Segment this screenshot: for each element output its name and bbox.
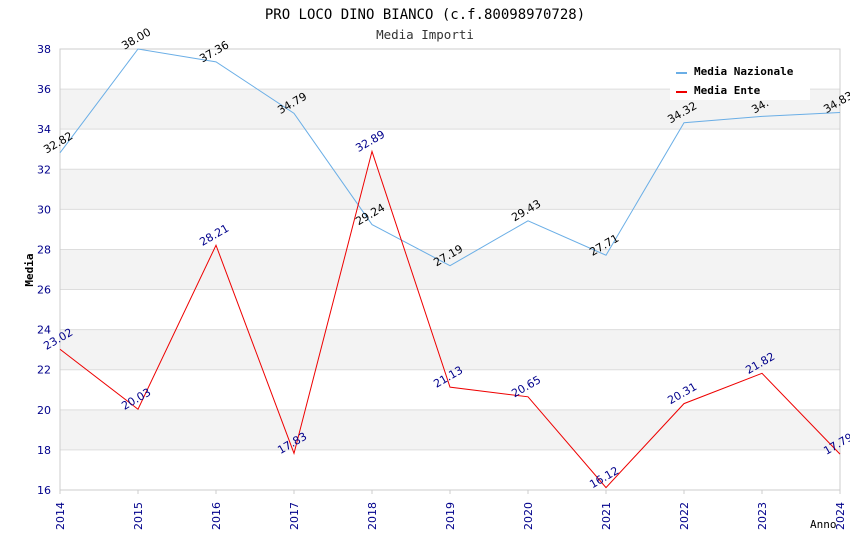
y-tick-label: 18 (37, 444, 51, 457)
x-tick-label: 2014 (54, 502, 67, 530)
x-tick-label: 2019 (444, 502, 457, 530)
x-tick-label: 2023 (756, 502, 769, 530)
series-line-media-ente (59, 149, 841, 489)
x-tick-label: 2024 (834, 502, 847, 530)
grid-band (60, 249, 840, 290)
y-axis-label: Media (23, 253, 36, 286)
legend-background (670, 60, 810, 100)
x-tick-label: 2020 (522, 502, 535, 530)
y-axis-ticks: 16 18 20 22 24 26 28 30 32 34 36 38 (37, 43, 51, 497)
grid-band (60, 289, 840, 330)
x-axis-label: Anno (810, 518, 837, 531)
y-tick-label: 20 (37, 404, 51, 417)
y-tick-label: 28 (37, 243, 51, 256)
y-tick-label: 30 (37, 203, 51, 216)
y-tick-label: 22 (37, 364, 51, 377)
y-tick-label: 38 (37, 43, 51, 56)
x-tick-label: 2016 (210, 502, 223, 530)
y-tick-label: 24 (37, 324, 51, 337)
series-line-media-nazionale (59, 48, 841, 267)
grid-band (60, 129, 840, 170)
x-tick-label: 2015 (132, 502, 145, 530)
y-tick-label: 16 (37, 484, 51, 497)
chart-title: PRO LOCO DINO BIANCO (c.f.80098970728) (265, 7, 585, 23)
x-tick-label: 2017 (288, 502, 301, 530)
legend: Media Nazionale Media Ente (670, 60, 810, 100)
grid-band (60, 209, 840, 250)
grid-band (60, 169, 840, 210)
y-tick-label: 26 (37, 284, 51, 297)
grid-bands (60, 49, 840, 490)
y-tick-label: 34 (37, 123, 51, 136)
x-tick-label: 2021 (600, 502, 613, 530)
x-tick-label: 2022 (678, 502, 691, 530)
grid-band (60, 449, 840, 490)
x-tick-label: 2018 (366, 502, 379, 530)
y-tick-label: 32 (37, 163, 51, 176)
y-tick-label: 36 (37, 83, 51, 96)
chart-subtitle: Media Importi (376, 27, 474, 42)
legend-label-media-ente: Media Ente (694, 84, 761, 97)
x-axis-ticks: 2014 2015 2016 2017 2018 2019 2020 2021 2022 2023… (54, 490, 847, 530)
legend-label-media-nazionale: Media Nazionale (694, 65, 794, 78)
series-lines (59, 48, 841, 489)
grid-band (60, 409, 840, 450)
data-label: 38.00 (119, 25, 153, 52)
grid-band (60, 369, 840, 410)
grid-band (60, 329, 840, 370)
